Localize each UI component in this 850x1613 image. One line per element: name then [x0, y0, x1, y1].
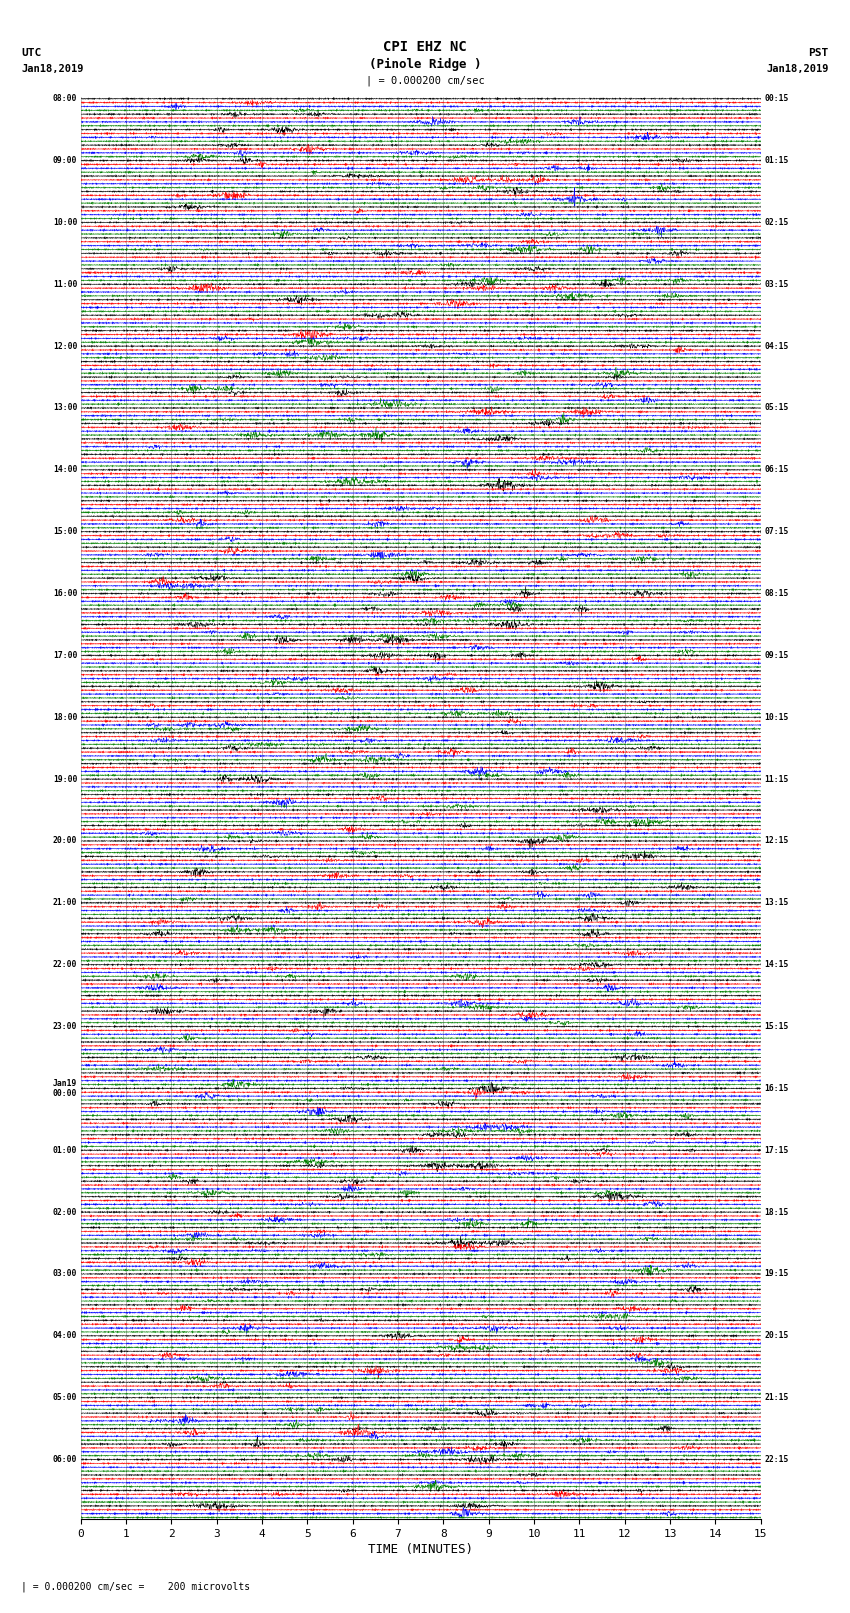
Text: 11:15: 11:15 — [764, 774, 789, 784]
Text: UTC: UTC — [21, 48, 42, 58]
Text: 13:00: 13:00 — [53, 403, 77, 413]
Text: 20:15: 20:15 — [764, 1331, 789, 1340]
Text: Jan18,2019: Jan18,2019 — [766, 65, 829, 74]
Text: 06:15: 06:15 — [764, 465, 789, 474]
Text: 16:15: 16:15 — [764, 1084, 789, 1094]
Text: | = 0.000200 cm/sec =    200 microvolts: | = 0.000200 cm/sec = 200 microvolts — [21, 1582, 251, 1592]
Text: 18:15: 18:15 — [764, 1208, 789, 1216]
Text: 06:00: 06:00 — [53, 1455, 77, 1465]
Text: CPI EHZ NC: CPI EHZ NC — [383, 40, 467, 53]
Text: 12:00: 12:00 — [53, 342, 77, 350]
Text: 09:15: 09:15 — [764, 652, 789, 660]
Text: 03:00: 03:00 — [53, 1269, 77, 1279]
Text: 01:15: 01:15 — [764, 156, 789, 165]
Text: 14:00: 14:00 — [53, 465, 77, 474]
Text: 19:15: 19:15 — [764, 1269, 789, 1279]
Text: 02:00: 02:00 — [53, 1208, 77, 1216]
Text: 22:00: 22:00 — [53, 960, 77, 969]
Text: | = 0.000200 cm/sec: | = 0.000200 cm/sec — [366, 76, 484, 85]
Text: 14:15: 14:15 — [764, 960, 789, 969]
Text: 21:15: 21:15 — [764, 1394, 789, 1402]
Text: 12:15: 12:15 — [764, 837, 789, 845]
Text: 21:00: 21:00 — [53, 898, 77, 908]
Text: 09:00: 09:00 — [53, 156, 77, 165]
Text: 22:15: 22:15 — [764, 1455, 789, 1465]
Text: 07:15: 07:15 — [764, 527, 789, 536]
Text: Jan18,2019: Jan18,2019 — [21, 65, 84, 74]
Text: 04:00: 04:00 — [53, 1331, 77, 1340]
Text: (Pinole Ridge ): (Pinole Ridge ) — [369, 58, 481, 71]
Text: 10:15: 10:15 — [764, 713, 789, 721]
Text: 15:15: 15:15 — [764, 1023, 789, 1031]
Text: 17:15: 17:15 — [764, 1145, 789, 1155]
Text: 00:15: 00:15 — [764, 94, 789, 103]
X-axis label: TIME (MINUTES): TIME (MINUTES) — [368, 1544, 473, 1557]
Text: 05:15: 05:15 — [764, 403, 789, 413]
Text: 13:15: 13:15 — [764, 898, 789, 908]
Text: 04:15: 04:15 — [764, 342, 789, 350]
Text: 11:00: 11:00 — [53, 279, 77, 289]
Text: 16:00: 16:00 — [53, 589, 77, 598]
Text: 08:15: 08:15 — [764, 589, 789, 598]
Text: 19:00: 19:00 — [53, 774, 77, 784]
Text: PST: PST — [808, 48, 829, 58]
Text: 08:00: 08:00 — [53, 94, 77, 103]
Text: 10:00: 10:00 — [53, 218, 77, 227]
Text: 03:15: 03:15 — [764, 279, 789, 289]
Text: 23:00: 23:00 — [53, 1023, 77, 1031]
Text: 02:15: 02:15 — [764, 218, 789, 227]
Text: 01:00: 01:00 — [53, 1145, 77, 1155]
Text: Jan19
00:00: Jan19 00:00 — [53, 1079, 77, 1098]
Text: 20:00: 20:00 — [53, 837, 77, 845]
Text: 15:00: 15:00 — [53, 527, 77, 536]
Text: 17:00: 17:00 — [53, 652, 77, 660]
Text: 05:00: 05:00 — [53, 1394, 77, 1402]
Text: 18:00: 18:00 — [53, 713, 77, 721]
